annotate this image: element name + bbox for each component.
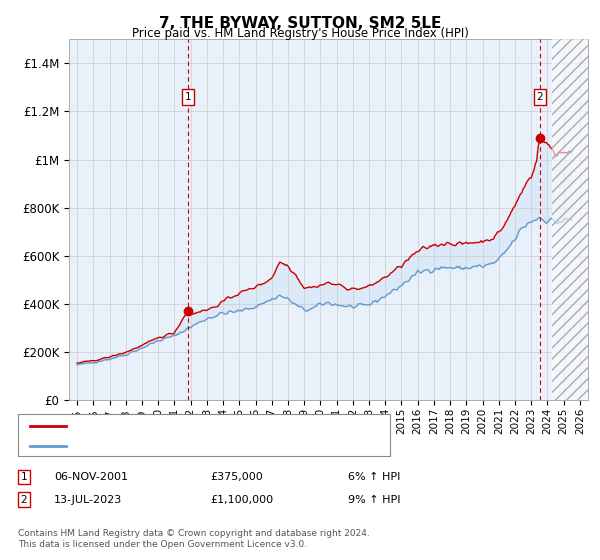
Text: £375,000: £375,000 [210, 472, 263, 482]
Bar [553, 39, 588, 400]
Text: 06-NOV-2001: 06-NOV-2001 [54, 472, 128, 482]
Text: 1: 1 [185, 92, 191, 102]
Text: Price paid vs. HM Land Registry's House Price Index (HPI): Price paid vs. HM Land Registry's House … [131, 27, 469, 40]
Text: 2: 2 [20, 494, 28, 505]
Text: Contains HM Land Registry data © Crown copyright and database right 2024.
This d: Contains HM Land Registry data © Crown c… [18, 529, 370, 549]
Text: 7, THE BYWAY, SUTTON, SM2 5LE: 7, THE BYWAY, SUTTON, SM2 5LE [159, 16, 441, 31]
Text: HPI: Average price, detached house, Sutton: HPI: Average price, detached house, Sutt… [72, 441, 311, 451]
Text: 13-JUL-2023: 13-JUL-2023 [54, 494, 122, 505]
Text: 2: 2 [536, 92, 544, 102]
Text: 7, THE BYWAY, SUTTON, SM2 5LE (detached house): 7, THE BYWAY, SUTTON, SM2 5LE (detached … [72, 421, 353, 431]
Text: 6% ↑ HPI: 6% ↑ HPI [348, 472, 400, 482]
Text: 9% ↑ HPI: 9% ↑ HPI [348, 494, 401, 505]
Text: £1,100,000: £1,100,000 [210, 494, 273, 505]
Text: 1: 1 [20, 472, 28, 482]
Bar [553, 39, 588, 400]
